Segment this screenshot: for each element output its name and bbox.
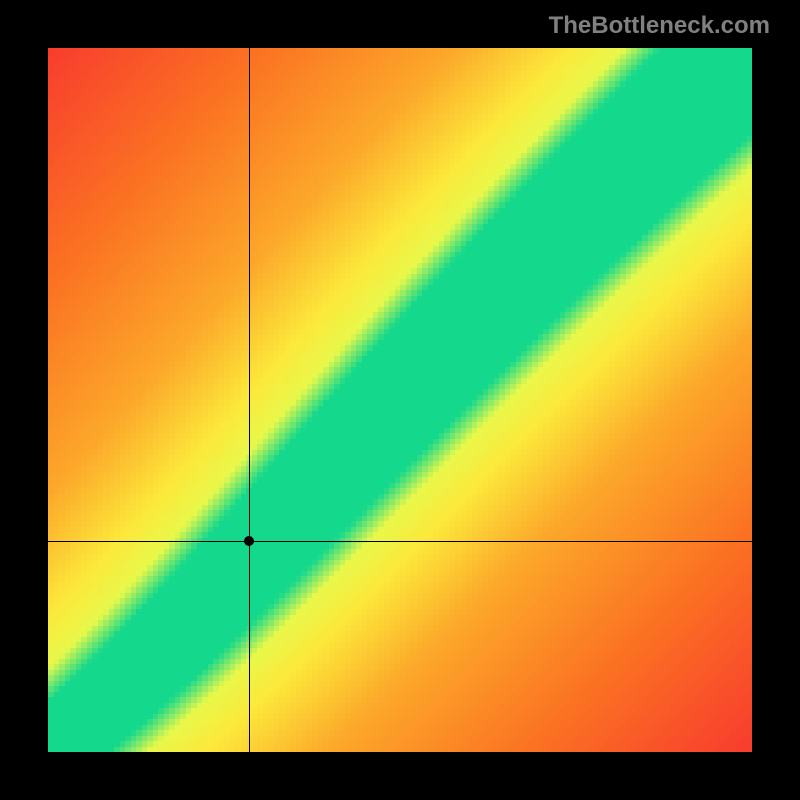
- crosshair-vertical: [249, 48, 250, 752]
- crosshair-marker: [244, 536, 254, 546]
- chart-container: TheBottleneck.com: [0, 0, 800, 800]
- watermark-text: TheBottleneck.com: [549, 12, 770, 40]
- heatmap-canvas: [48, 48, 752, 752]
- plot-area: [48, 48, 752, 752]
- crosshair-horizontal: [48, 541, 752, 542]
